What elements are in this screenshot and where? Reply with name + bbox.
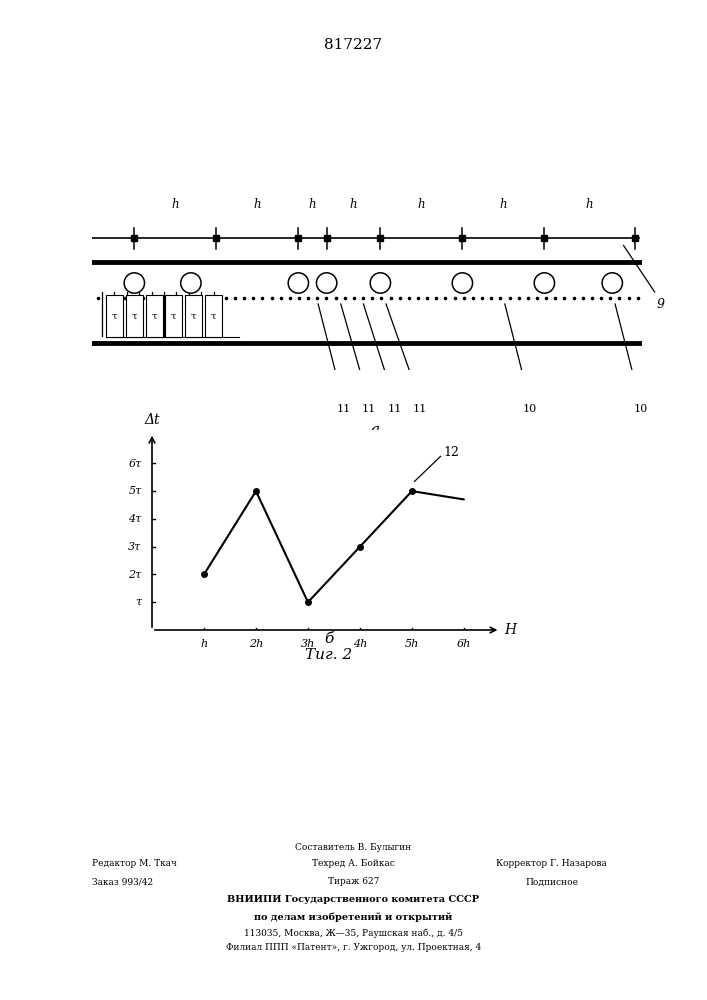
Text: τ: τ xyxy=(211,312,216,320)
Text: 9: 9 xyxy=(656,298,665,310)
Text: 6τ: 6τ xyxy=(129,458,141,468)
Text: h: h xyxy=(500,198,507,212)
Text: τ: τ xyxy=(171,312,177,320)
Text: 5τ: 5τ xyxy=(129,486,141,496)
Text: τ: τ xyxy=(136,597,141,607)
Text: H: H xyxy=(505,623,517,637)
Bar xyxy=(165,295,182,337)
Text: ВНИИПИ Государственного комитета СССР: ВНИИПИ Государственного комитета СССР xyxy=(228,896,479,904)
Text: Филиал ППП «Патент», г. Ужгород, ул. Проектная, 4: Филиал ППП «Патент», г. Ужгород, ул. Про… xyxy=(226,944,481,952)
Text: 10: 10 xyxy=(633,404,648,414)
Text: Корректор Г. Назарова: Корректор Г. Назарова xyxy=(496,859,607,868)
Ellipse shape xyxy=(534,273,554,293)
Text: h: h xyxy=(418,198,425,212)
Text: Τиг. 2: Τиг. 2 xyxy=(305,648,352,662)
Bar xyxy=(146,295,163,337)
Ellipse shape xyxy=(181,273,201,293)
Ellipse shape xyxy=(452,273,472,293)
Text: h: h xyxy=(172,198,179,212)
Ellipse shape xyxy=(370,273,390,293)
Text: τ: τ xyxy=(112,312,117,320)
Ellipse shape xyxy=(288,273,308,293)
Text: 817227: 817227 xyxy=(325,38,382,52)
Text: 3h: 3h xyxy=(301,639,315,649)
Bar xyxy=(126,295,143,337)
Text: Составитель В. Булыгин: Составитель В. Булыгин xyxy=(296,844,411,852)
Text: 113035, Москва, Ж—35, Раушская наб., д. 4/5: 113035, Москва, Ж—35, Раушская наб., д. … xyxy=(244,928,463,938)
Text: a: a xyxy=(370,423,379,437)
Text: 11: 11 xyxy=(413,404,427,414)
Text: h: h xyxy=(200,639,208,649)
Text: 2h: 2h xyxy=(249,639,263,649)
Text: τ: τ xyxy=(151,312,157,320)
Text: h: h xyxy=(309,198,316,212)
Text: Δt: Δt xyxy=(144,413,160,427)
Text: 6h: 6h xyxy=(457,639,471,649)
Text: τ: τ xyxy=(191,312,197,320)
Text: τ: τ xyxy=(132,312,137,320)
Bar xyxy=(205,295,222,337)
Text: 10: 10 xyxy=(523,404,537,414)
Bar xyxy=(185,295,202,337)
Ellipse shape xyxy=(317,273,337,293)
Text: по делам изобретений и открытий: по делам изобретений и открытий xyxy=(255,912,452,922)
Text: Подписное: Подписное xyxy=(525,878,578,886)
Text: 3τ: 3τ xyxy=(129,542,141,552)
Text: 11: 11 xyxy=(362,404,376,414)
Text: Техред А. Бойкас: Техред А. Бойкас xyxy=(312,859,395,868)
Ellipse shape xyxy=(124,273,144,293)
Text: 5h: 5h xyxy=(405,639,419,649)
Text: Заказ 993/42: Заказ 993/42 xyxy=(92,878,153,886)
Text: 4τ: 4τ xyxy=(129,514,141,524)
Text: Тираж 627: Тираж 627 xyxy=(328,878,379,886)
Text: 2τ: 2τ xyxy=(129,569,141,579)
Text: 11: 11 xyxy=(337,404,351,414)
Text: б: б xyxy=(324,632,334,646)
Text: 4h: 4h xyxy=(353,639,367,649)
Text: 12: 12 xyxy=(443,446,459,459)
Text: Редактор М. Ткач: Редактор М. Ткач xyxy=(92,859,177,868)
Text: h: h xyxy=(586,198,593,212)
Text: h: h xyxy=(254,198,261,212)
Text: h: h xyxy=(350,198,357,212)
Text: 11: 11 xyxy=(387,404,402,414)
Ellipse shape xyxy=(602,273,622,293)
Bar xyxy=(106,295,123,337)
